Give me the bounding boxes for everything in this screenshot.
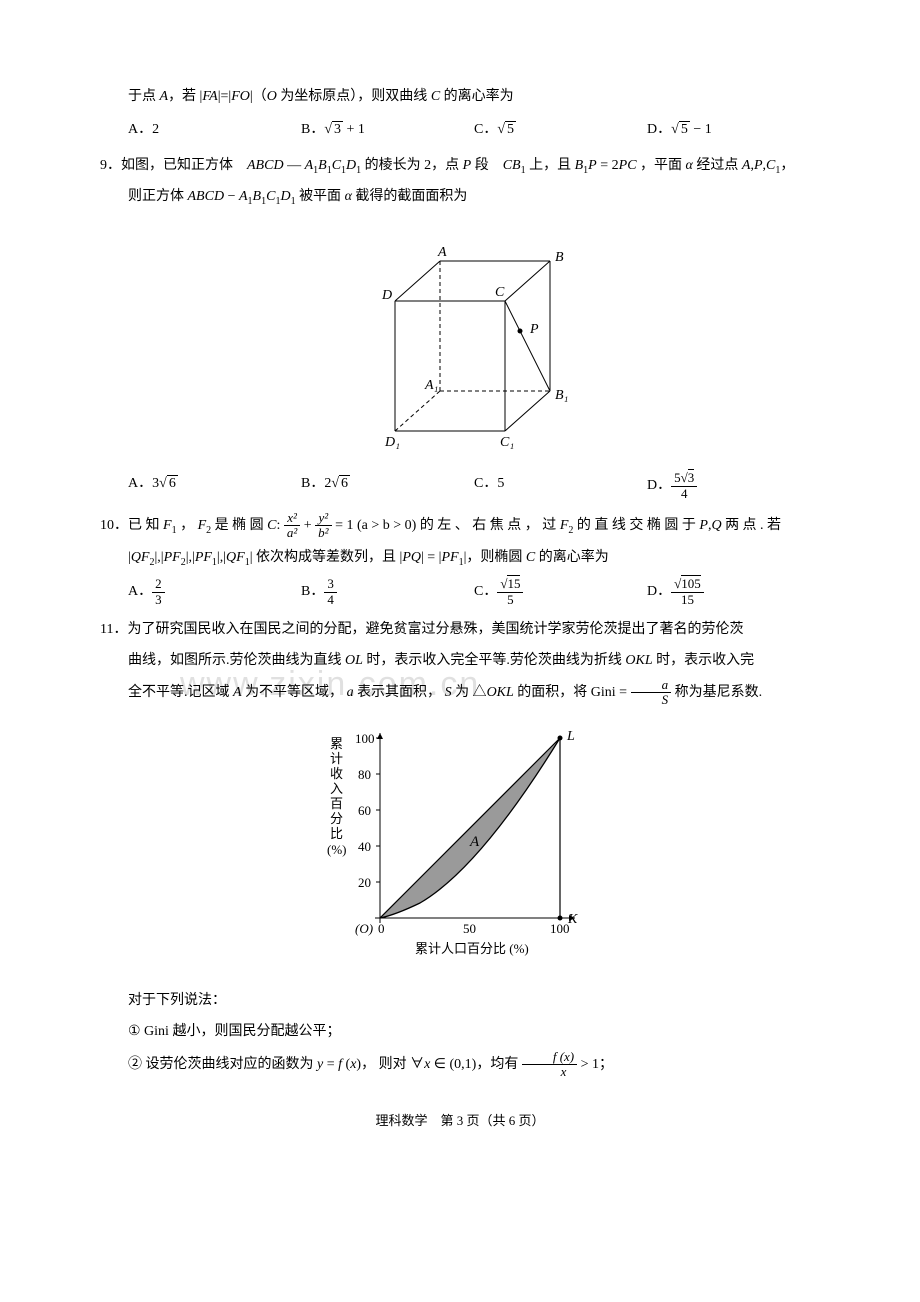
q11-subintro: 对于下列说法：	[100, 988, 820, 1015]
q10-line1-text: 已 知 F1 ， F2 是 椭 圆 C: x²a² + y²b² = 1 (a …	[128, 518, 781, 533]
q10B-den: 4	[324, 593, 337, 607]
q9-optC-val: 5	[497, 476, 504, 491]
q11-figure: 100 80 60 40 20 0 50 100 L K A (O) 累计收入百…	[100, 718, 820, 979]
q10C-pre: C．	[474, 584, 497, 599]
label-K: K	[567, 912, 578, 927]
q11-line2: 曲线，如图所示.劳伦茨曲线为直线 OL 时，表示收入完全平等.劳伦茨曲线为折线 …	[100, 648, 820, 675]
q9-num: 9．	[100, 158, 121, 173]
xtick-0: 0	[378, 921, 385, 936]
q11-line3-text: 全不平等.记区域 A 为不平等区域， a 表示其面积， S 为 △OKL 的面积…	[128, 685, 762, 700]
q10C-den: 5	[497, 593, 523, 607]
q9-line2-text: 则正方体 ABCD − A1B1C1D1 被平面 α 截得的截面面积为	[128, 189, 467, 204]
q11-line1: 11．为了研究国民收入在国民之间的分配，避免贫富过分悬殊，美国统计学家劳伦茨提出…	[100, 617, 820, 644]
q9-optD: D．5√34	[647, 471, 820, 501]
lorenz-chart: 100 80 60 40 20 0 50 100 L K A (O) 累计收入百…	[300, 718, 620, 968]
label-A: A	[437, 245, 447, 260]
q9-optD-prefix: D．	[647, 478, 671, 493]
label-L: L	[566, 729, 575, 744]
q9-optA-prefix: A．	[128, 476, 152, 491]
q9-optC: C．5	[474, 471, 647, 501]
q8-options: A．2 B．√3 + 1 C．√5 D．√5 − 1	[128, 117, 820, 144]
label-B: B	[555, 250, 564, 265]
q8-optB-prefix: B．	[301, 122, 324, 137]
label-C: C	[495, 285, 505, 300]
q10-options: A．23 B．34 C．√155 D．√10515	[128, 577, 820, 607]
q10-optD: D．√10515	[647, 577, 820, 607]
s2-den: x	[522, 1065, 577, 1079]
ytick-40: 40	[358, 839, 371, 854]
q8-optD: D．√5 − 1	[647, 117, 820, 144]
label-A1: A₁	[424, 378, 438, 393]
q9-optB-prefix: B．	[301, 476, 324, 491]
q8-optA-val: 2	[152, 122, 159, 137]
q10-optB: B．34	[301, 577, 474, 607]
gini-num: a	[631, 678, 672, 693]
q8-optA-prefix: A．	[128, 122, 152, 137]
ytick-100: 100	[355, 731, 375, 746]
page-footer: 理科数学 第 3 页（共 6 页）	[100, 1109, 820, 1134]
q9-line1: 9．如图，已知正方体 ABCD — A1B1C1D1 的棱长为 2，点 P 段 …	[100, 153, 820, 180]
ytick-20: 20	[358, 875, 371, 890]
q10-line2-text: |QF2|,|PF2|,|PF1|,|QF1| 依次构成等差数列，且 |PQ| …	[128, 550, 609, 565]
eq-denL: a²	[284, 526, 300, 540]
q8-tail-text: 于点 A，若 |FA|=|FO|（O 为坐标原点），则双曲线 C 的离心率为	[128, 89, 514, 104]
xtick-50: 50	[463, 921, 476, 936]
q9-line1-text: 如图，已知正方体 ABCD — A1B1C1D1 的棱长为 2，点 P 段 CB…	[121, 158, 794, 173]
origin-label: (O)	[355, 921, 373, 936]
q10D-rad: 105	[681, 575, 701, 591]
label-D1: D₁	[384, 435, 400, 450]
q9-options: A．3√6 B．2√6 C．5 D．5√34	[128, 471, 820, 501]
q9-optC-prefix: C．	[474, 476, 497, 491]
q11-line2-text: 曲线，如图所示.劳伦茨曲线为直线 OL 时，表示收入完全平等.劳伦茨曲线为折线 …	[128, 653, 754, 668]
eq-denR: b²	[315, 526, 331, 540]
q10-optC: C．√155	[474, 577, 647, 607]
q8-optD-prefix: D．	[647, 122, 671, 137]
q8-optA: A．2	[128, 117, 301, 144]
q9-optB: B．2√6	[301, 471, 474, 501]
s2-num: f (x)	[522, 1050, 577, 1065]
ytick-60: 60	[358, 803, 371, 818]
q11-s2: ② 设劳伦茨曲线对应的函数为 y = f (x)， 则对 ∀x ∈ (0,1)，…	[100, 1050, 820, 1080]
q10-line1: 10．已 知 F1 ， F2 是 椭 圆 C: x²a² + y²b² = 1 …	[100, 511, 820, 541]
label-P: P	[529, 322, 539, 337]
label-D: D	[381, 288, 392, 303]
s2-tail: > 1；	[577, 1057, 613, 1072]
q10A-den: 3	[152, 593, 165, 607]
q8-optC-prefix: C．	[474, 122, 497, 137]
q10D-pre: D．	[647, 584, 671, 599]
q11-num: 11．	[100, 622, 127, 637]
eq-numL: x²	[284, 511, 300, 526]
q10-num: 10．	[100, 518, 128, 533]
q10D-den: 15	[671, 593, 704, 607]
q10-optA: A．23	[128, 577, 301, 607]
q9-figure: A B C D A₁ B₁ C₁ D₁ P	[100, 221, 820, 462]
q11-line3: 全不平等.记区域 A 为不平等区域， a 表示其面积， S 为 △OKL 的面积…	[100, 678, 820, 708]
q10B-pre: B．	[301, 584, 324, 599]
label-C1: C₁	[500, 435, 514, 450]
q10A-num: 2	[152, 577, 165, 592]
label-B1: B₁	[555, 388, 568, 403]
cube-diagram: A B C D A₁ B₁ C₁ D₁ P	[335, 221, 585, 451]
q10B-num: 3	[324, 577, 337, 592]
xlabel: 累计人口百分比 (%)	[415, 941, 529, 956]
q10-line2: |QF2|,|PF2|,|PF1|,|QF1| 依次构成等差数列，且 |PQ| …	[100, 545, 820, 572]
ytick-80: 80	[358, 767, 371, 782]
q8-optB: B．√3 + 1	[301, 117, 474, 144]
q8-optC: C．√5	[474, 117, 647, 144]
q10C-rad: 15	[507, 575, 520, 591]
eq-numR: y²	[315, 511, 331, 526]
q11-s2-text: ② 设劳伦茨曲线对应的函数为 y = f (x)， 则对 ∀x ∈ (0,1)，…	[128, 1057, 613, 1072]
q8-tail: 于点 A，若 |FA|=|FO|（O 为坐标原点），则双曲线 C 的离心率为	[100, 84, 820, 111]
ylabel: 累计收入百分比(%)	[327, 736, 347, 857]
eq-tail: = 1 (a > b > 0)	[335, 518, 416, 533]
q11-s1: ① Gini 越小，则国民分配越公平；	[100, 1019, 820, 1046]
q9-optA: A．3√6	[128, 471, 301, 501]
label-A-region: A	[469, 834, 480, 850]
gini-den: S	[631, 693, 672, 707]
q10A-pre: A．	[128, 584, 152, 599]
q9-line2: 则正方体 ABCD − A1B1C1D1 被平面 α 截得的截面面积为	[100, 184, 820, 211]
q11-line1-text: 为了研究国民收入在国民之间的分配，避免贫富过分悬殊，美国统计学家劳伦茨提出了著名…	[127, 622, 743, 637]
xtick-100: 100	[550, 921, 570, 936]
